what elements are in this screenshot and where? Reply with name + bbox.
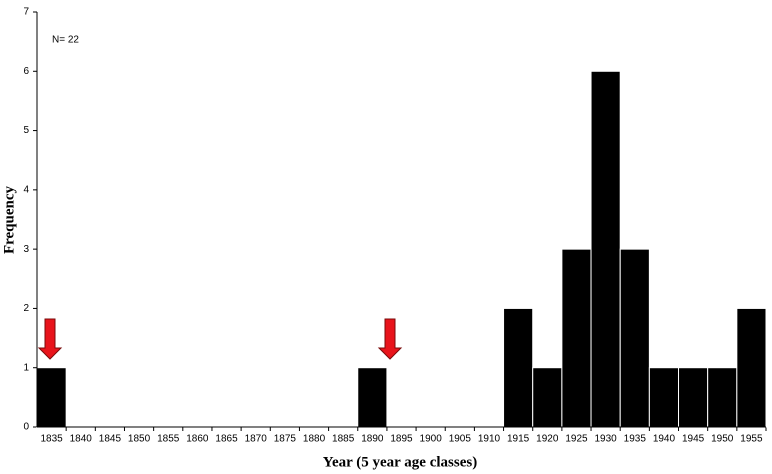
y-tick-label: 1 [23,362,29,373]
x-tick-label: 1855 [157,434,180,445]
x-tick-label: 1865 [215,434,238,445]
x-tick-label: 1890 [361,434,384,445]
x-tick-label: 1875 [274,434,297,445]
x-tick-label: 1930 [594,434,617,445]
y-tick-label: 5 [23,125,29,136]
bar [590,70,621,428]
y-axis-title: Frequency [1,185,17,254]
bar [561,248,592,428]
bar [619,248,650,428]
y-tick-label: 6 [23,66,29,77]
x-tick-label: 1920 [536,434,559,445]
x-tick-label: 1955 [740,434,763,445]
x-tick-label: 1915 [507,434,530,445]
y-tick-label: 0 [23,422,29,433]
x-tick-label: 1935 [624,434,647,445]
bar [648,367,680,428]
x-axis-title: Year (5 year age classes) [323,454,477,470]
x-tick-label: 1950 [711,434,734,445]
x-tick-label: 1860 [186,434,209,445]
x-tick-label: 1910 [478,434,501,445]
arrow [377,318,403,360]
x-tick-label: 1905 [449,434,472,445]
bar [357,367,388,428]
x-tick-label: 1885 [332,434,355,445]
y-tick-label: 3 [23,244,29,255]
x-tick-label: 1870 [245,434,268,445]
y-tick-label: 7 [23,7,29,18]
x-tick-label: 1840 [70,434,93,445]
x-tick-label: 1940 [653,434,676,445]
x-tick-label: 1895 [390,434,413,445]
bar [707,367,738,428]
bar [36,367,67,428]
y-tick-label: 2 [23,303,29,314]
x-tick-label: 1945 [682,434,705,445]
x-tick-label: 1925 [565,434,588,445]
arrow [37,318,63,360]
bar [678,367,709,428]
y-tick-label: 4 [23,184,29,195]
bar [532,367,563,428]
x-tick-label: 1835 [40,434,63,445]
bar [503,307,534,428]
x-tick-label: 1900 [420,434,443,445]
x-tick-label: 1845 [99,434,122,445]
annotation: N= 22 [52,35,79,46]
bar [736,307,767,428]
x-tick-label: 1880 [303,434,326,445]
x-tick-label: 1850 [128,434,151,445]
